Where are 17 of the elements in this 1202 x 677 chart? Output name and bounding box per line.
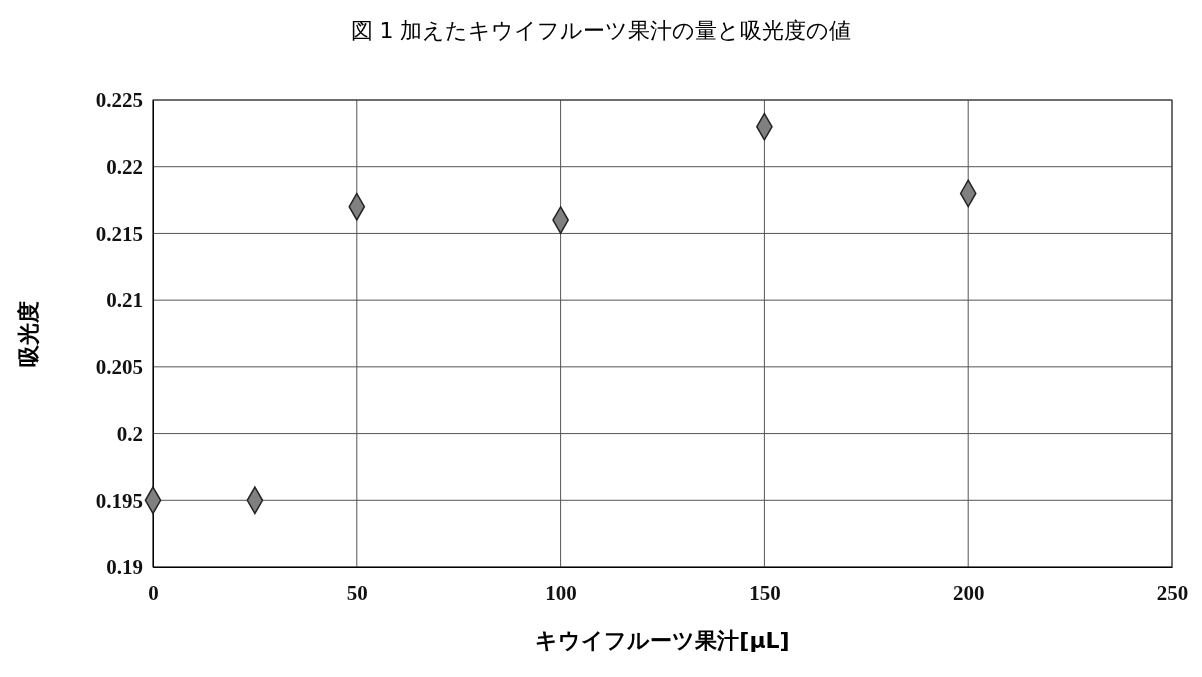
x-tick-label: 250 [1156, 580, 1189, 605]
y-tick-label: 0.225 [95, 88, 143, 113]
y-axis-title: 吸光度 [16, 300, 41, 367]
y-tick-label: 0.195 [95, 488, 143, 513]
y-tick-label: 0.22 [106, 154, 143, 179]
x-tick-label: 50 [346, 580, 368, 605]
x-tick-label: 100 [545, 580, 577, 605]
y-tick-label: 0.2 [116, 421, 143, 446]
y-tick-label: 0.205 [95, 355, 143, 380]
x-tick-label: 200 [952, 580, 985, 605]
chart-title: 図 1 加えたキウイフルーツ果汁の量と吸光度の値 [350, 18, 852, 43]
y-tick-label: 0.21 [106, 288, 143, 313]
x-axis-title: キウイフルーツ果汁[μL] [535, 628, 790, 653]
y-tick-label: 0.215 [95, 221, 143, 246]
y-tick-label: 0.19 [106, 555, 143, 580]
x-tick-label: 0 [148, 580, 159, 605]
x-tick-label: 150 [749, 580, 781, 605]
